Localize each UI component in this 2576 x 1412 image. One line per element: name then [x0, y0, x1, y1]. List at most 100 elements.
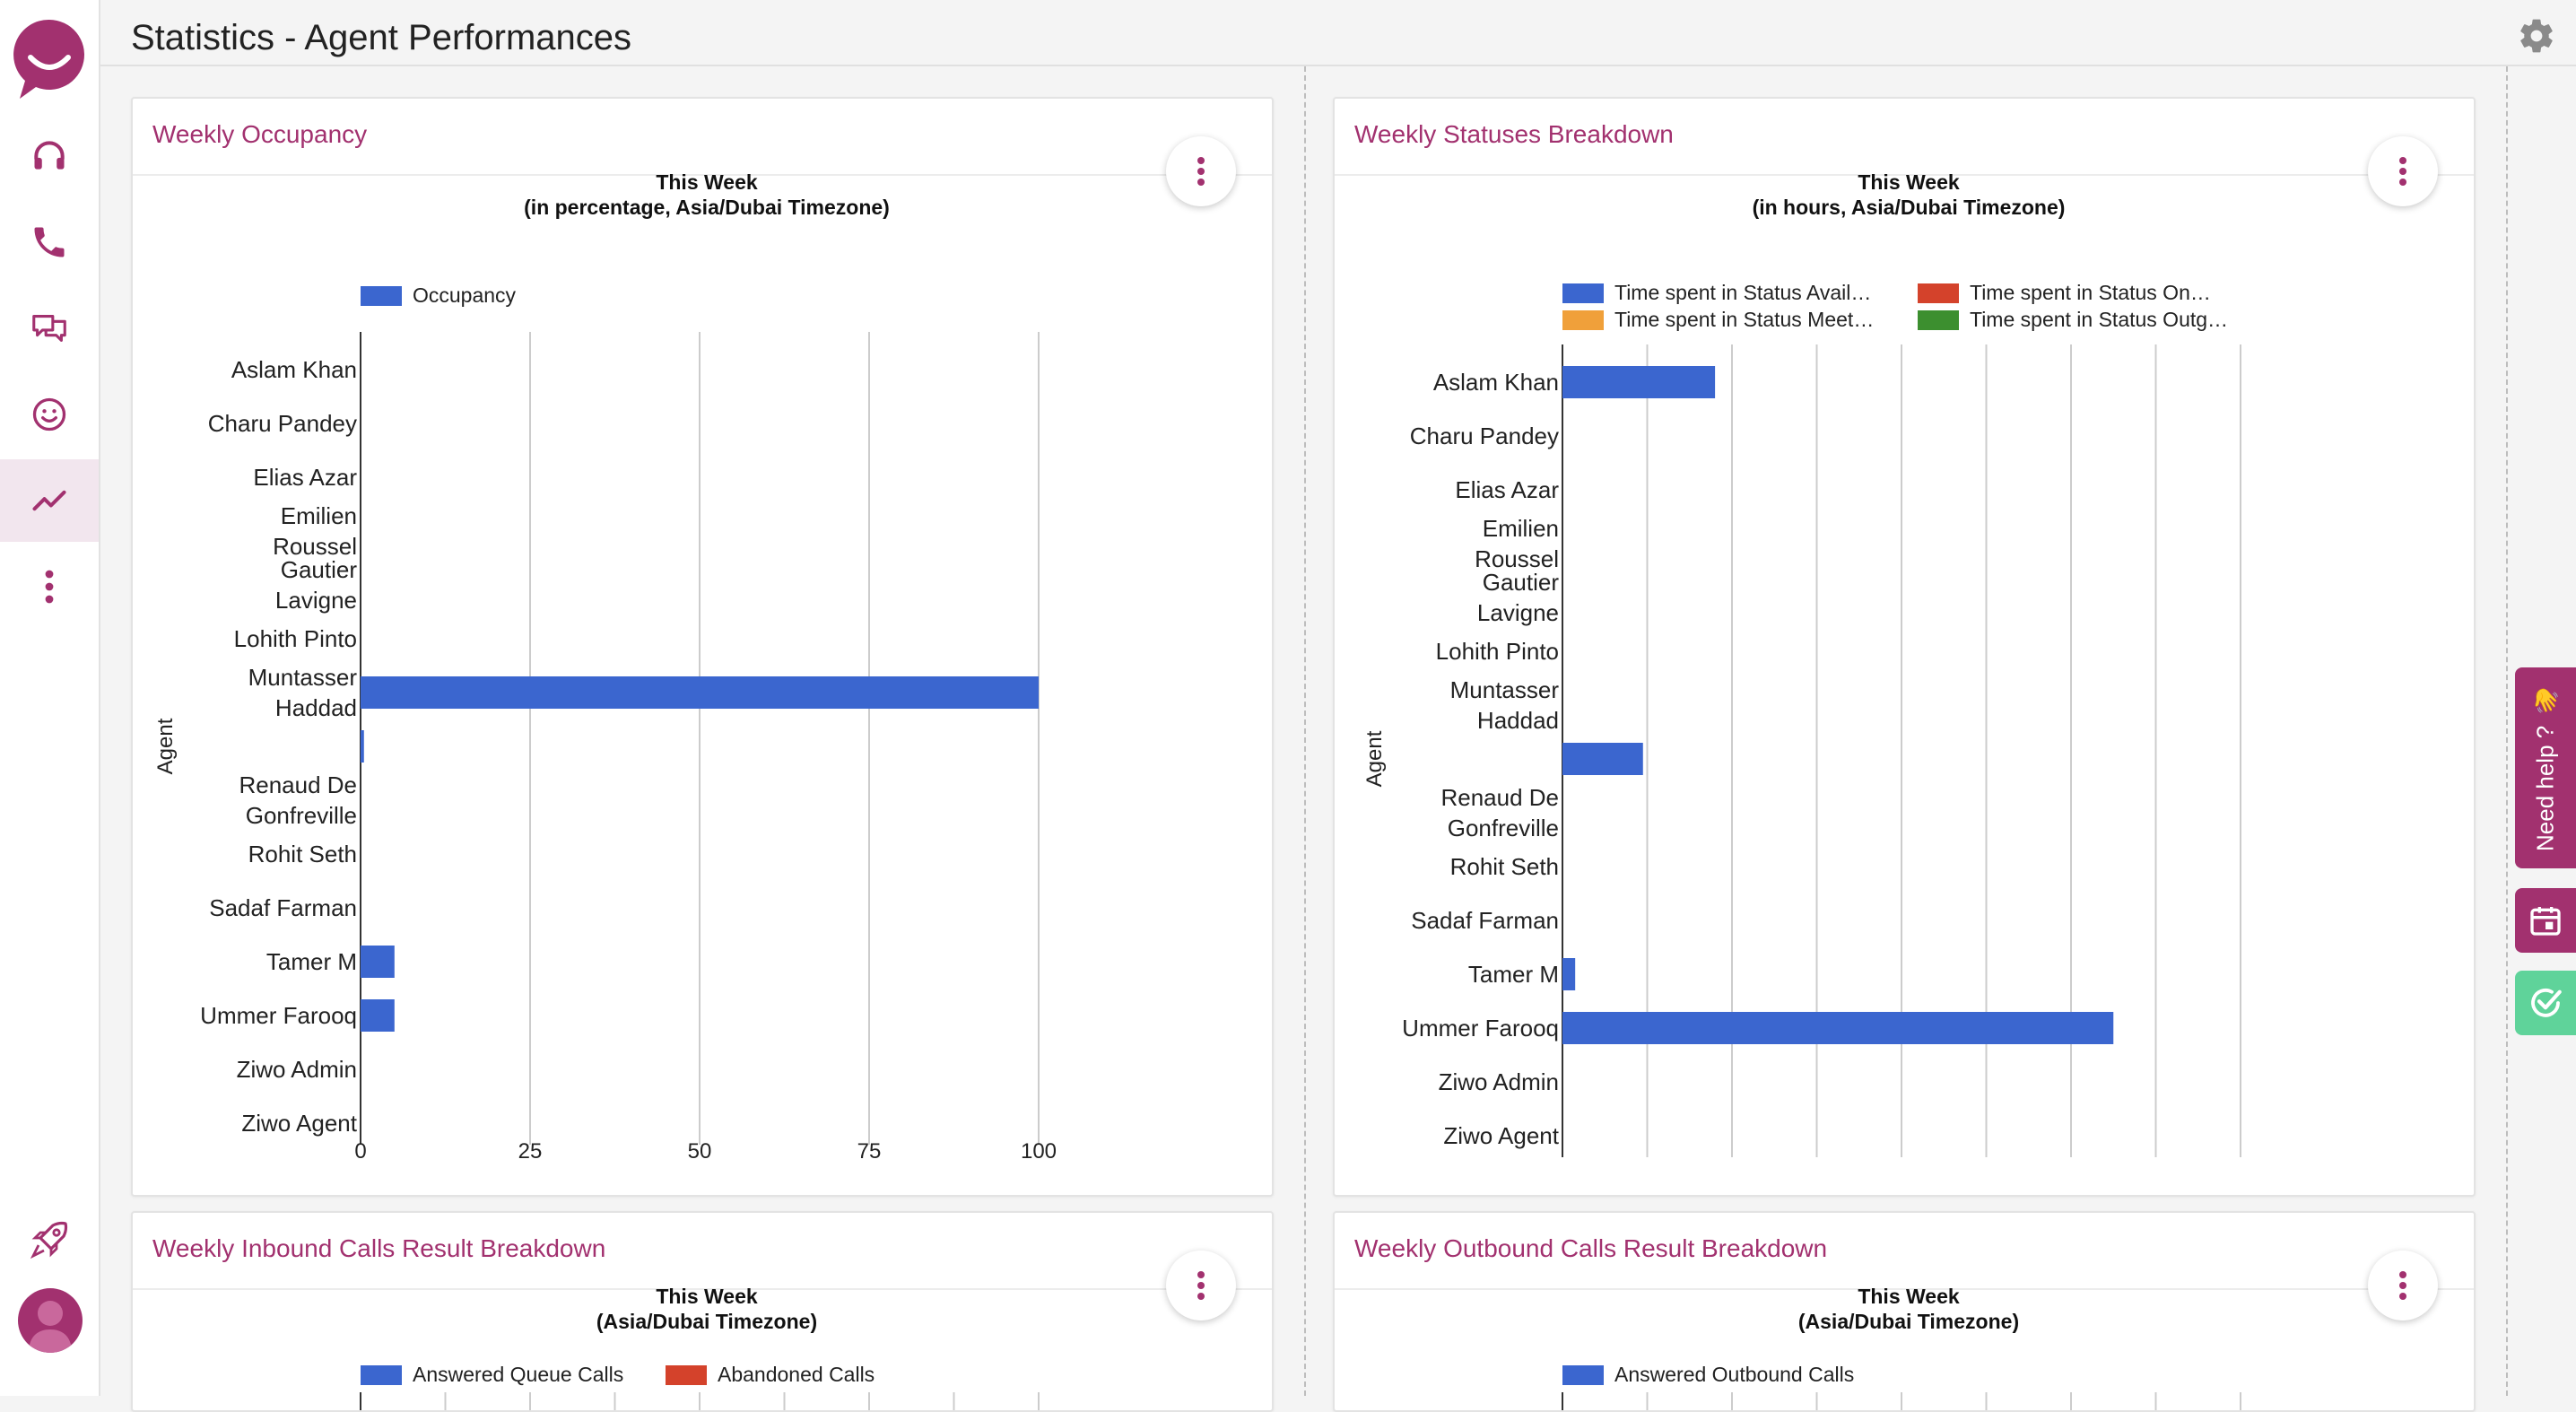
sidebar-item-statistics[interactable]: [0, 459, 99, 542]
inbound-chart: This Week(Asia/Dubai Timezone) Answered Q…: [360, 1285, 1040, 1410]
panel-menu-button[interactable]: [2368, 1251, 2438, 1320]
user-avatar-icon: [29, 1301, 72, 1353]
bar: [361, 946, 395, 978]
wave-icon: 👋: [2531, 684, 2559, 713]
bar: [1562, 366, 1716, 398]
chart-title: This Week: [656, 1285, 758, 1308]
sidebar-item-phone[interactable]: [0, 201, 99, 283]
legend-label: Time spent in Status Outg…: [1970, 308, 2228, 331]
panel-title: Weekly Outbound Calls Result Breakdown: [1354, 1234, 1828, 1262]
chart-title: This Week: [1858, 1285, 1960, 1308]
avatar[interactable]: [18, 1288, 83, 1353]
agent-label: Haddad: [275, 694, 357, 721]
agent-label: Renaud De: [1440, 784, 1559, 811]
legend-label: Answered Queue Calls: [413, 1363, 623, 1386]
agent-label: Ziwo Admin: [1439, 1068, 1559, 1095]
rocket-button[interactable]: [0, 1198, 99, 1281]
more-vertical-icon: [2399, 157, 2406, 186]
legend-swatch: [1918, 283, 1959, 303]
panel-title: Weekly Statuses Breakdown: [1354, 120, 1674, 148]
legend-swatch: [361, 1365, 402, 1385]
bar: [1562, 958, 1576, 990]
sidebar-item-chat[interactable]: [0, 287, 99, 370]
legend-label: Time spent in Status On…: [1970, 281, 2211, 304]
more-vertical-icon: [1197, 1271, 1205, 1300]
weekly-statuses-panel: Weekly Statuses Breakdown This Week (in h…: [1333, 97, 2476, 1197]
legend-swatch: [666, 1365, 707, 1385]
sidebar-item-headset[interactable]: [0, 115, 99, 197]
panel-title: Weekly Inbound Calls Result Breakdown: [152, 1234, 606, 1262]
legend-label: Time spent in Status Avail…: [1614, 281, 1871, 304]
check-circle-icon: [2531, 989, 2562, 1017]
agent-label: Ziwo Agent: [241, 1110, 357, 1137]
legend-label: Occupancy: [413, 283, 517, 307]
sidebar-item-smiley[interactable]: [0, 373, 99, 456]
bar: [361, 676, 1039, 709]
agent-label: Gonfreville: [1448, 815, 1559, 841]
agent-label: Rohit Seth: [248, 841, 357, 867]
chart-title: This Week: [1858, 170, 1960, 194]
agent-label: Ummer Farooq: [1402, 1015, 1559, 1042]
panel-header: Weekly Occupancy: [133, 99, 1272, 176]
occupancy-chart: This Week(in percentage, Asia/Dubai Time…: [153, 170, 1057, 1164]
x-tick-label: 25: [518, 1139, 543, 1164]
bar: [361, 999, 395, 1032]
legend-swatch: [1562, 283, 1604, 303]
weekly-occupancy-panel: Weekly Occupancy This Week (in percentage…: [131, 97, 1274, 1197]
logo-icon[interactable]: [13, 18, 86, 100]
chart-subtitle: (Asia/Dubai Timezone): [1798, 1310, 2019, 1333]
agent-label: Charu Pandey: [1410, 423, 1559, 449]
agent-label: Emilien: [1483, 515, 1559, 542]
page-title: Statistics - Agent Performances: [131, 18, 632, 57]
agent-label: Roussel: [1475, 545, 1559, 572]
legend-label: Time spent in Status Meet…: [1614, 308, 1874, 331]
column-divider: [1304, 66, 1306, 1396]
agent-label: Rohit Seth: [1450, 853, 1559, 880]
calendar-tab[interactable]: [2515, 888, 2576, 953]
panel-menu-button[interactable]: [1166, 136, 1236, 206]
chart-title: This Week: [656, 170, 758, 194]
panel-menu-button[interactable]: [1166, 1251, 1236, 1320]
legend-swatch: [1562, 1365, 1604, 1385]
settings-button[interactable]: [2517, 16, 2556, 56]
agent-label: Aslam Khan: [231, 356, 357, 383]
y-axis-title: Agent: [153, 718, 178, 774]
agent-label: Elias Azar: [1455, 476, 1559, 503]
x-tick-label: 0: [354, 1139, 366, 1164]
more-vertical-icon: [1197, 157, 1205, 186]
agent-label: Renaud De: [239, 771, 357, 798]
panel-header: Weekly Statuses Breakdown: [1335, 99, 2474, 176]
rocket-icon: [30, 1221, 68, 1259]
agent-label: Gautier: [1483, 569, 1560, 596]
column-divider: [2506, 66, 2508, 1396]
smiley-icon: [32, 397, 66, 431]
agent-label: Lohith Pinto: [234, 625, 357, 652]
checklist-tab[interactable]: [2515, 971, 2576, 1035]
chart-subtitle: (in percentage, Asia/Dubai Timezone): [524, 196, 890, 219]
weekly-outbound-panel: Weekly Outbound Calls Result Breakdown T…: [1333, 1211, 2476, 1412]
panel-header: Weekly Outbound Calls Result Breakdown: [1335, 1213, 2474, 1290]
page-header: Statistics - Agent Performances: [100, 5, 2576, 66]
panel-menu-button[interactable]: [2368, 136, 2438, 206]
agent-label: Muntasser: [248, 664, 358, 691]
agent-label: Emilien: [281, 502, 357, 529]
agent-label: Tamer M: [1468, 961, 1559, 988]
chart-subtitle: (in hours, Asia/Dubai Timezone): [1753, 196, 2066, 219]
agent-label: Muntasser: [1450, 676, 1560, 703]
panel-header: Weekly Inbound Calls Result Breakdown: [133, 1213, 1272, 1290]
agent-label: Tamer M: [266, 948, 357, 975]
weekly-inbound-panel: Weekly Inbound Calls Result Breakdown Th…: [131, 1211, 1274, 1412]
agent-label: Lavigne: [1477, 599, 1559, 626]
agent-label: Gonfreville: [246, 802, 357, 829]
legend-swatch: [1918, 310, 1959, 330]
agent-label: Haddad: [1477, 707, 1559, 734]
phone-icon: [34, 227, 65, 257]
need-help-tab[interactable]: Need help ? 👋: [2515, 667, 2576, 868]
calendar-icon: [2530, 907, 2561, 936]
trend-icon: [32, 490, 66, 511]
statuses-chart: This Week(in hours, Asia/Dubai Timezone)…: [1362, 170, 2241, 1157]
sidebar-item-more[interactable]: [0, 545, 99, 628]
need-help-label: Need help ?: [2531, 725, 2559, 852]
bar: [361, 730, 364, 763]
agent-label: Ziwo Agent: [1443, 1122, 1559, 1149]
